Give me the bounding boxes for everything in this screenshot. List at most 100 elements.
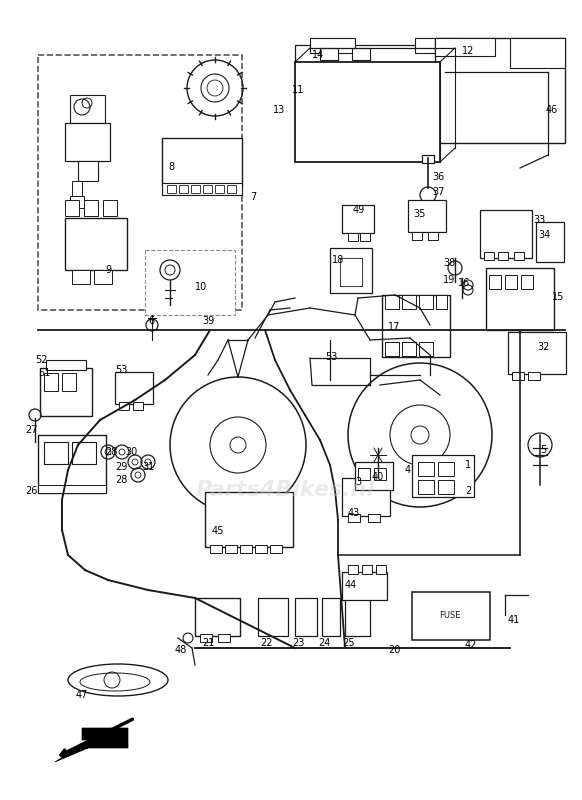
Bar	[38, 55, 242, 310]
Bar	[374, 468, 386, 480]
Bar	[295, 62, 440, 162]
Bar	[225, 545, 237, 553]
Text: 24: 24	[318, 638, 331, 648]
Bar	[512, 372, 524, 380]
Bar	[480, 210, 532, 258]
Bar	[412, 592, 490, 640]
Bar	[72, 181, 82, 196]
Text: 9: 9	[105, 265, 111, 275]
Bar	[435, 38, 565, 143]
Bar	[489, 275, 501, 289]
Bar	[330, 248, 372, 293]
Bar	[215, 185, 224, 193]
Text: 22: 22	[260, 638, 272, 648]
Text: 3: 3	[355, 477, 361, 487]
Text: 52: 52	[35, 355, 48, 365]
Bar	[70, 196, 84, 208]
Bar	[258, 598, 288, 636]
Bar	[342, 478, 390, 516]
Text: 46: 46	[546, 105, 558, 115]
Text: Parts4Bikes.nl: Parts4Bikes.nl	[196, 480, 375, 500]
Text: 23: 23	[292, 638, 304, 648]
Text: 12: 12	[462, 46, 474, 56]
Bar	[498, 252, 508, 260]
Bar	[536, 222, 564, 262]
Text: 35: 35	[413, 209, 425, 219]
Bar	[438, 480, 454, 494]
Bar	[341, 259, 361, 285]
Bar	[438, 462, 454, 476]
Text: 2: 2	[465, 486, 471, 496]
Text: 8: 8	[168, 162, 174, 172]
Bar	[355, 462, 393, 490]
Text: 13: 13	[273, 105, 285, 115]
Bar	[358, 468, 370, 480]
Bar	[428, 232, 438, 240]
Bar	[40, 368, 92, 416]
Bar	[70, 95, 105, 123]
Bar	[191, 185, 200, 193]
Bar	[145, 250, 235, 315]
Bar	[352, 48, 370, 60]
Bar	[203, 185, 212, 193]
Bar	[200, 634, 212, 642]
Text: 28: 28	[105, 447, 118, 457]
Text: 11: 11	[292, 85, 304, 95]
Text: 41: 41	[508, 615, 520, 625]
Text: 44: 44	[345, 580, 357, 590]
Bar	[419, 295, 433, 309]
Bar	[167, 185, 176, 193]
Text: 30: 30	[125, 447, 137, 457]
Polygon shape	[55, 728, 128, 762]
Text: 28: 28	[115, 475, 127, 485]
Bar	[340, 258, 362, 286]
Text: 48: 48	[175, 645, 187, 655]
Bar	[205, 492, 293, 547]
Text: 16: 16	[458, 278, 470, 288]
Bar	[418, 480, 434, 494]
Bar	[385, 342, 399, 356]
Bar	[322, 598, 340, 636]
Bar	[368, 514, 380, 522]
Text: 47: 47	[76, 690, 88, 700]
Bar	[227, 185, 236, 193]
Text: 15: 15	[552, 292, 565, 302]
Text: 33: 33	[533, 215, 545, 225]
Bar	[376, 565, 386, 574]
Bar	[415, 38, 460, 53]
Bar	[402, 342, 416, 356]
Text: 7: 7	[250, 192, 256, 202]
Bar	[348, 514, 360, 522]
Bar	[342, 572, 387, 600]
Bar	[295, 598, 317, 636]
Bar	[310, 38, 355, 53]
Text: FUSE: FUSE	[439, 611, 461, 621]
Bar	[348, 565, 358, 574]
Text: 5: 5	[540, 445, 546, 455]
Bar	[46, 360, 86, 370]
Text: 39: 39	[202, 316, 214, 326]
Bar	[360, 233, 370, 241]
Text: 42: 42	[465, 640, 477, 650]
Bar	[65, 123, 110, 161]
Text: 49: 49	[353, 205, 365, 215]
Bar	[218, 634, 230, 642]
Bar	[65, 200, 79, 216]
Bar	[436, 295, 447, 309]
Text: 25: 25	[342, 638, 354, 648]
Bar	[94, 270, 112, 284]
Bar	[38, 485, 106, 493]
Bar	[422, 155, 434, 163]
Text: 31: 31	[142, 462, 154, 472]
Text: 51: 51	[38, 368, 51, 378]
Text: 45: 45	[212, 526, 225, 536]
Text: 21: 21	[202, 638, 214, 648]
Bar	[528, 372, 540, 380]
Bar	[162, 183, 242, 195]
Text: 53: 53	[325, 352, 338, 362]
Bar	[320, 48, 338, 60]
Bar	[486, 268, 554, 330]
Text: 34: 34	[538, 230, 550, 240]
Text: 36: 36	[432, 172, 444, 182]
Bar	[270, 545, 282, 553]
